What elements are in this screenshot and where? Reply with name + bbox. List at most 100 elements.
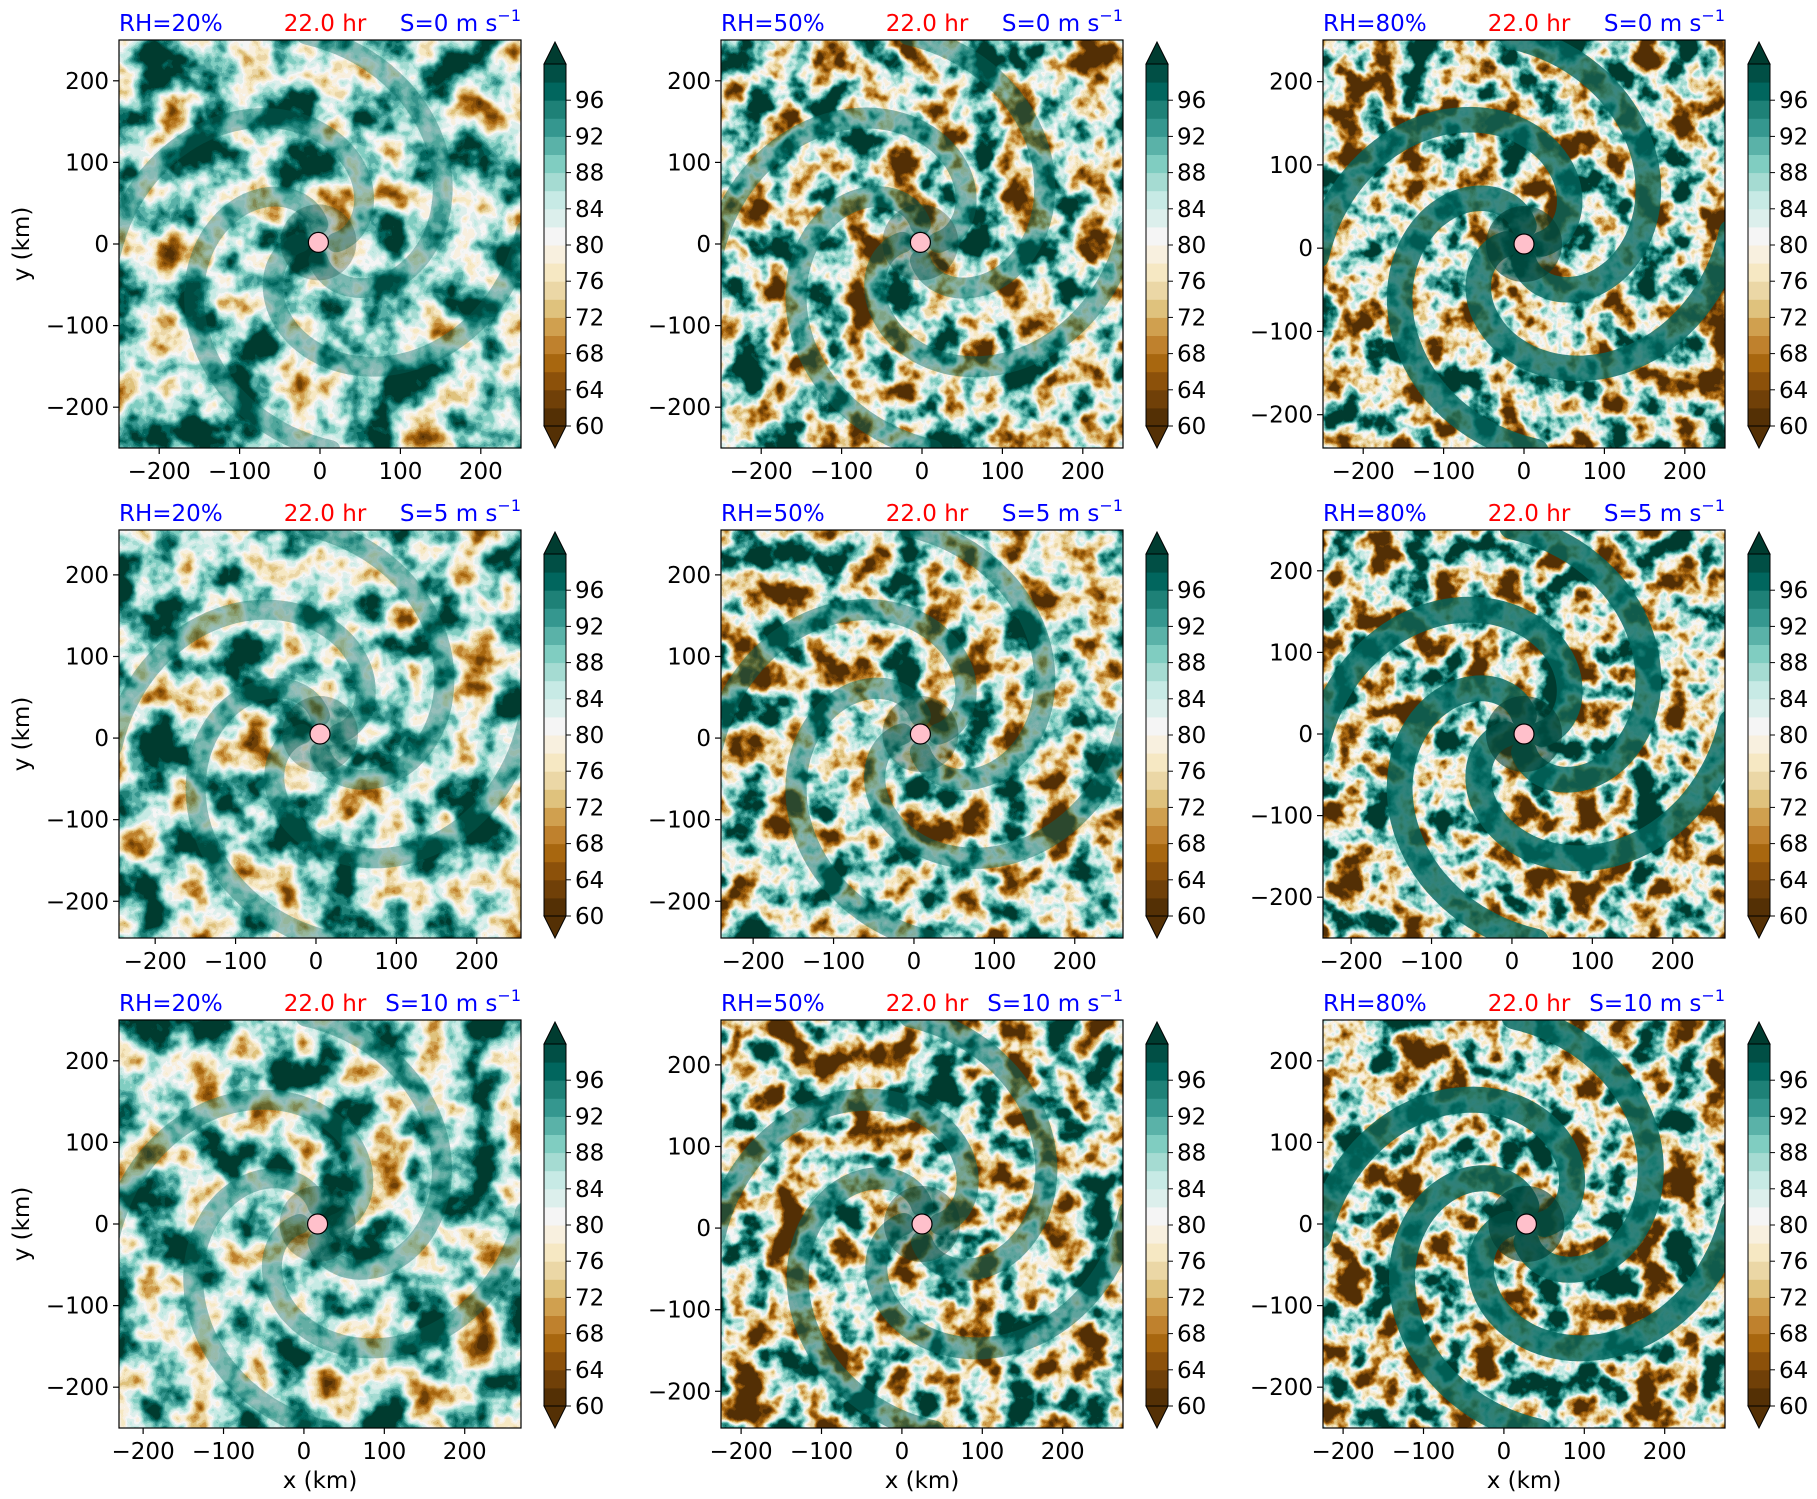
colorbar-tick-label: 60 (575, 414, 604, 440)
colorbar-band (1748, 753, 1770, 772)
y-tick-label: 200 (667, 563, 711, 589)
colorbar-band (544, 1387, 566, 1407)
colorbar-band (1146, 226, 1168, 246)
y-tick-label: 100 (667, 150, 711, 176)
colorbar-band (544, 1243, 566, 1262)
colorbar-band (1146, 263, 1168, 282)
colorbar-band (544, 861, 566, 881)
colorbar-tick-label: 72 (575, 1285, 604, 1311)
title-time: 22.0 hr (284, 11, 367, 37)
colorbar-band (1146, 407, 1168, 427)
x-tick-label: 100 (1582, 459, 1626, 485)
colorbar-band (1146, 608, 1168, 627)
x-tick-label: 0 (907, 949, 922, 975)
colorbar-tick-label: 60 (575, 1394, 604, 1420)
colorbar-band (1748, 1170, 1770, 1190)
colorbar-tick-label: 76 (1177, 269, 1206, 295)
colorbar-tick-label: 80 (1177, 723, 1206, 749)
y-tick-label: −200 (648, 1379, 711, 1405)
storm-center-marker (1513, 723, 1535, 745)
colorbar-tick-label: 64 (1177, 378, 1206, 404)
colorbar-band (1146, 879, 1168, 899)
spiral-band (1323, 106, 1583, 267)
colorbar-band (1146, 716, 1168, 736)
colorbar-band (1146, 64, 1168, 83)
colorbar-tick-label: 88 (1177, 161, 1206, 187)
x-tick-label: 100 (1562, 1439, 1606, 1465)
spiral-band (119, 599, 376, 754)
colorbar-tick-label: 84 (1177, 197, 1206, 223)
colorbar-band (1748, 789, 1770, 808)
colorbar-extend-low (543, 915, 567, 940)
axes-frame (118, 529, 522, 939)
storm-center-marker (909, 231, 931, 253)
spiral-band (1386, 185, 1549, 448)
colorbar-band (1146, 771, 1168, 790)
colorbar-band (544, 626, 566, 645)
colorbar-band (544, 662, 566, 682)
colorbar-band (1146, 1080, 1168, 1099)
spiral-band (863, 712, 1123, 870)
colorbar-band (544, 789, 566, 808)
colorbar-band (1748, 353, 1770, 373)
title-shear: S=10 m s−1 (987, 986, 1123, 1017)
colorbar-band (1146, 572, 1168, 591)
colorbar-tick-label: 64 (575, 1358, 604, 1384)
colorbar-band (1146, 807, 1168, 826)
spiral-band (1467, 1202, 1725, 1362)
colorbar-band (1146, 1062, 1168, 1081)
colorbar-band (544, 897, 566, 917)
colorbar-band (1748, 281, 1770, 300)
colorbar-tick-label: 60 (1779, 414, 1808, 440)
y-tick-label: −100 (1250, 1294, 1313, 1320)
panel-3-3: −200 −100 0 100 200 −200 −100 0 100 200 x (km) RH=8… (1250, 986, 1808, 1494)
colorbar-tick-label: 76 (1779, 269, 1808, 295)
x-tick-label: −100 (208, 459, 271, 485)
colorbar-band (1146, 1279, 1168, 1298)
colorbar-band (1146, 1261, 1168, 1280)
title-shear: S=0 m s−1 (1604, 6, 1725, 37)
colorbar-band (1146, 118, 1168, 137)
colorbar-band (544, 1297, 566, 1316)
y-tick-label: 100 (1269, 1130, 1313, 1156)
colorbar-tick-label: 92 (1177, 124, 1206, 150)
colorbar-tick-label: 80 (575, 233, 604, 259)
colorbar-tick-label: 84 (1177, 687, 1206, 713)
x-tick-label: −100 (204, 949, 267, 975)
colorbar-band (544, 554, 566, 573)
y-tick-label: 0 (94, 726, 109, 752)
y-tick-label: 200 (65, 1049, 109, 1075)
colorbar-tick-label: 76 (575, 759, 604, 785)
colorbar-tick-label: 64 (1177, 1358, 1206, 1384)
colorbar-band (1748, 1315, 1770, 1335)
colorbar-band (544, 190, 566, 210)
colorbar-band (1748, 1243, 1770, 1262)
y-tick-label: −100 (46, 808, 109, 834)
spiral-band (1323, 1086, 1586, 1249)
x-axis-label: x (km) (283, 1468, 358, 1494)
colorbar-band (1748, 1062, 1770, 1081)
y-axis-label: y (km) (9, 207, 35, 282)
colorbar-band (544, 1152, 566, 1172)
spiral-band (261, 1202, 521, 1359)
spiral-band (184, 186, 341, 448)
colorbar-band (544, 100, 566, 119)
colorbar-band (1748, 1387, 1770, 1407)
colorbar-band (1146, 1134, 1168, 1154)
colorbar-extend-low (1747, 1405, 1771, 1430)
colorbar: 60 64 68 72 76 80 84 88 92 96 (1747, 40, 1808, 450)
title-time: 22.0 hr (1488, 991, 1571, 1017)
colorbar-band (544, 208, 566, 228)
spiral-band (119, 108, 375, 260)
colorbar-band (1146, 789, 1168, 808)
colorbar-band (1146, 861, 1168, 881)
colorbar-tick-label: 80 (1177, 1213, 1206, 1239)
x-tick-label: 200 (459, 459, 503, 485)
colorbar-band (1146, 317, 1168, 336)
title-rh: RH=80% (1323, 501, 1427, 527)
x-tick-label: 200 (1651, 949, 1695, 975)
colorbar-band (544, 82, 566, 101)
colorbar-band (1748, 64, 1770, 83)
storm-center-marker (909, 723, 931, 745)
